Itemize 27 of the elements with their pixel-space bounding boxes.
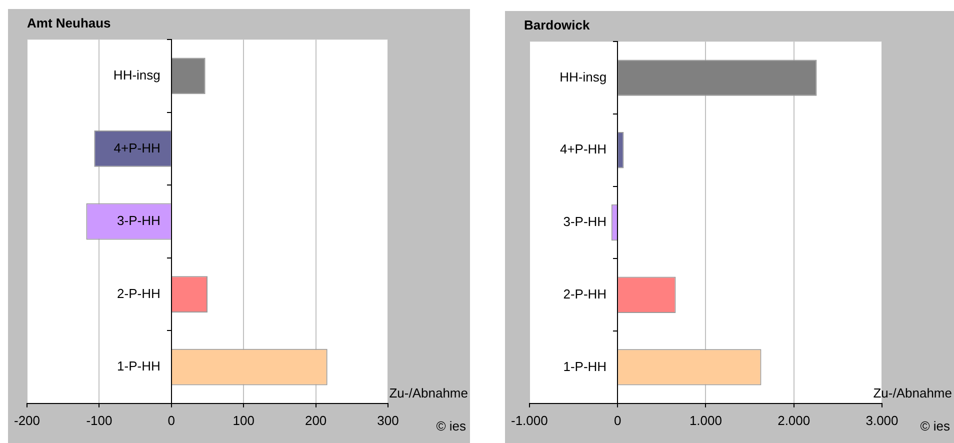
x-tick-label: 3.000 (866, 412, 898, 428)
y-tick-label: HH-insg (113, 68, 160, 83)
y-tick-label: 2-P-HH (563, 286, 607, 302)
y-tick-label: 2-P-HH (117, 286, 160, 301)
x-tick-label: 0 (168, 412, 176, 428)
chart-title: Bardowick (524, 17, 591, 32)
y-tick-label: HH-insg (560, 69, 607, 84)
x-tick-label: 2.000 (778, 412, 810, 428)
x-tick-label: 0 (614, 412, 622, 428)
x-tick-label: -100 (86, 412, 112, 428)
y-tick-label: 1-P-HH (563, 358, 607, 374)
x-tick-label: 1.000 (689, 412, 722, 428)
x-axis-title: Zu-/Abnahme (389, 385, 468, 400)
x-tick-label: 300 (377, 412, 399, 428)
y-tick-label: 1-P-HH (117, 358, 160, 374)
text: © ies (920, 418, 950, 434)
x-tick-label: 100 (232, 412, 254, 428)
y-tick-label: 4+P-HH (560, 142, 607, 157)
y-tick-label: 3-P-HH (563, 214, 607, 230)
y-tick-label: 3-P-HH (117, 213, 160, 228)
text: © ies (436, 418, 466, 434)
x-tick-label: 200 (304, 412, 327, 428)
x-axis-title: Zu-/Abnahme (873, 385, 952, 400)
x-tick-label: -1.000 (510, 412, 548, 428)
chart-title: Amt Neuhaus (27, 15, 111, 30)
x-tick-label: -200 (14, 412, 40, 428)
y-tick-label: 4+P-HH (114, 140, 160, 156)
